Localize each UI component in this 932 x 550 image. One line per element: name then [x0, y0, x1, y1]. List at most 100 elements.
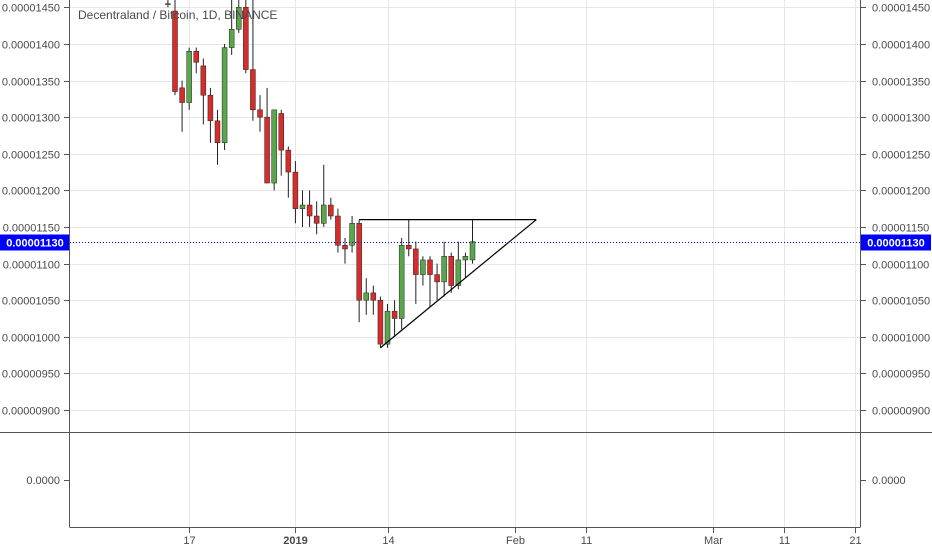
- candle-down: [285, 146, 292, 198]
- candle-body: [292, 171, 299, 209]
- time-tick-label: 21: [849, 535, 861, 547]
- candle-body: [165, 3, 171, 5]
- candle-body: [427, 259, 433, 275]
- candle-body: [228, 29, 235, 48]
- candle-body: [448, 256, 454, 286]
- price-tick-label: 0.00001250: [872, 150, 930, 162]
- price-tick-label: 0.00001050: [872, 296, 930, 308]
- time-tick-label: 11: [779, 535, 790, 547]
- price-tick-label: 0.00000900: [2, 406, 60, 418]
- price-tick-label: 0.00001400: [2, 40, 60, 52]
- candle-down: [335, 208, 341, 253]
- candle-body: [200, 65, 207, 96]
- candle-body: [207, 94, 214, 122]
- price-tick-label: 0.00001000: [872, 333, 930, 345]
- last-price-tag-left: [0, 234, 69, 251]
- time-tick-label: 11: [581, 535, 592, 547]
- candle-down: [278, 109, 284, 176]
- lower-pane: 0.0000 0.0000: [26, 475, 905, 487]
- candle-body: [370, 292, 377, 301]
- candle-up: [236, 0, 242, 33]
- price-tick-label: 0.00001300: [872, 113, 930, 125]
- candle-up: [271, 109, 277, 191]
- candle-down: [264, 87, 270, 184]
- candle-down: [243, 0, 249, 74]
- support-trendline[interactable]: [380, 219, 537, 349]
- candle-body: [363, 292, 369, 301]
- price-tick-label: 0.00000950: [872, 369, 930, 381]
- candle-up: [462, 252, 469, 279]
- candle-body: [434, 274, 440, 283]
- candle-body: [172, 10, 178, 92]
- candle-body: [462, 256, 469, 261]
- candle-body: [236, 7, 242, 30]
- last-price-label-left: 0.00001130: [6, 238, 64, 250]
- candle-down: [200, 58, 207, 125]
- price-axis-left[interactable]: 0.00001450 0.00001400 0.00001350 0.00001300…: [2, 3, 70, 418]
- price-tick-label: 0.00001250: [2, 150, 60, 162]
- price-tick-label: 0.00000900: [872, 406, 930, 418]
- candle-down: [207, 87, 214, 143]
- candle-up: [363, 278, 369, 315]
- price-axis-right[interactable]: 0.00001450 0.00001400 0.00001350 0.00001300…: [860, 3, 930, 418]
- time-tick-label: 17: [183, 535, 195, 547]
- last-price-tag-right: [861, 234, 931, 251]
- price-tick-label: 0.00001100: [3, 260, 60, 272]
- candle-body: [278, 113, 284, 151]
- candle-down: [377, 296, 384, 348]
- price-tick-label: 0.00001150: [872, 223, 929, 235]
- candle-up: [221, 43, 228, 151]
- candle-body: [413, 248, 419, 275]
- price-tick-label: 0.00001050: [2, 296, 60, 308]
- time-tick-label: 14: [382, 535, 394, 547]
- candle-body: [328, 204, 334, 217]
- candle-body: [271, 109, 277, 184]
- candle-up: [228, 0, 235, 55]
- candle-down: [250, 0, 256, 121]
- candle-body: [349, 223, 355, 246]
- price-tick-label: 0.00001200: [2, 186, 60, 198]
- candle-down: [370, 285, 377, 315]
- price-tick-label: 0.00001450: [872, 3, 930, 15]
- candle-body: [264, 116, 270, 184]
- candle-body: [179, 87, 185, 103]
- price-tick-label: 0.00001200: [872, 186, 930, 198]
- candle-up: [321, 164, 327, 227]
- time-axis[interactable]: 17 2019 14 Feb 11 Mar 11 21: [183, 527, 862, 547]
- candle-body: [342, 245, 348, 250]
- candle-body: [441, 256, 447, 283]
- candle-body: [406, 245, 412, 250]
- candle-up: [349, 216, 355, 253]
- candle-down: [413, 241, 419, 304]
- candle-up: [455, 241, 462, 290]
- candle-body: [356, 223, 362, 301]
- candle-down: [427, 256, 433, 308]
- candle-body: [243, 7, 249, 70]
- price-tick-label: 0.00001350: [872, 77, 930, 89]
- candle-body: [391, 310, 398, 319]
- candle-down: [328, 197, 334, 220]
- candle-down: [214, 109, 221, 165]
- candle-body: [214, 120, 221, 144]
- candle-down: [292, 161, 299, 224]
- candle-down: [342, 237, 348, 264]
- drawings: [359, 219, 537, 349]
- candle-up: [299, 190, 306, 227]
- price-tick-label: 0.00001400: [872, 40, 930, 52]
- price-tick-label: 0.00000950: [2, 369, 60, 381]
- candle-up: [165, 0, 171, 8]
- candle-down: [356, 219, 362, 323]
- candle-up: [469, 219, 476, 264]
- candle-body: [193, 51, 199, 63]
- candle-up: [441, 241, 447, 297]
- candle-body: [257, 109, 263, 118]
- candle-up: [420, 256, 426, 286]
- candle-up: [398, 237, 405, 330]
- candle-down: [391, 300, 398, 337]
- price-tick-label: 0.00001000: [2, 333, 60, 345]
- candle-down: [172, 0, 178, 96]
- time-tick-label: Feb: [506, 535, 525, 547]
- candle-up: [186, 47, 192, 110]
